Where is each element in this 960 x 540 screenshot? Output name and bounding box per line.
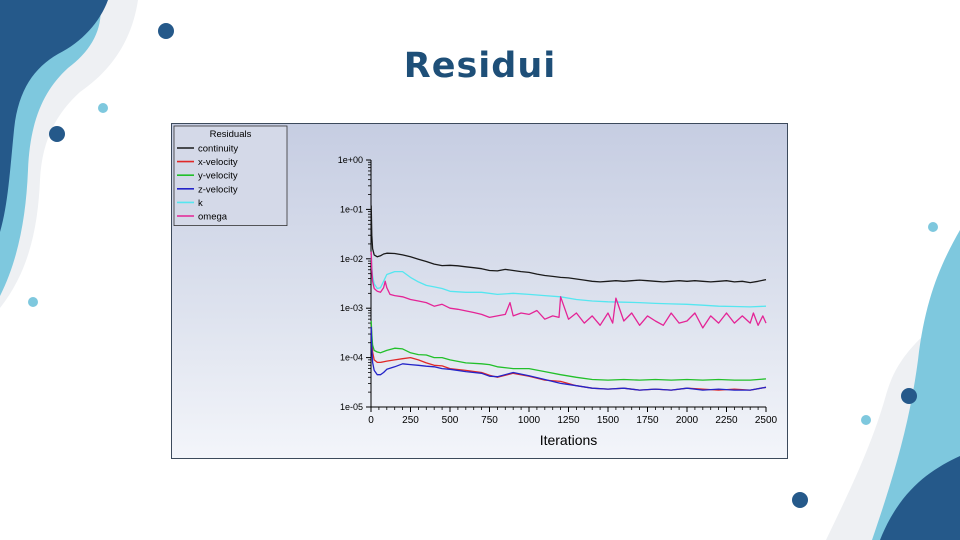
- series-line-z-velocity: [370, 326, 767, 391]
- y-tick-label: 1e-05: [340, 402, 363, 412]
- dot-navy-top: [158, 23, 174, 39]
- y-tick-label: 1e-01: [340, 204, 363, 214]
- dot-light-right-top: [928, 222, 938, 232]
- dot-light-right: [861, 415, 871, 425]
- dot-navy-right: [901, 388, 917, 404]
- x-tick-label: 0: [368, 415, 374, 426]
- dot-navy-left: [49, 126, 65, 142]
- dot-light-top: [98, 103, 108, 113]
- series-line-k: [370, 254, 767, 308]
- slide-title: Residui: [403, 46, 557, 86]
- series-line-continuity: [370, 205, 767, 284]
- legend-label-continuity: continuity: [198, 144, 238, 155]
- series-line-omega: [370, 251, 767, 329]
- x-tick-label: 250: [402, 415, 419, 426]
- legend: Residuals continuity x-velocity y-velocity z…: [173, 125, 288, 226]
- x-tick-label: 1500: [597, 415, 620, 426]
- legend-box: [173, 125, 288, 226]
- right-wave-navy-shape: [880, 456, 960, 540]
- y-tick-label: 1e-04: [340, 353, 363, 363]
- x-tick-label: 500: [442, 415, 459, 426]
- x-tick-label: 2250: [715, 415, 738, 426]
- dot-navy-bottom: [792, 492, 808, 508]
- legend-label-x-velocity: x-velocity: [198, 157, 238, 168]
- residuals-chart: Residuals continuity x-velocity y-velocity z…: [171, 123, 788, 459]
- legend-title: Residuals: [210, 129, 252, 140]
- residuals-plot: Residuals continuity x-velocity y-velocity z…: [173, 125, 778, 448]
- legend-label-y-velocity: y-velocity: [198, 171, 238, 182]
- y-tick-label: 1e-03: [340, 303, 363, 313]
- right-wave-cyan-shape: [872, 230, 960, 540]
- plot-axes: 1e-05 1e-04 1e-03 1e-02 1e-01 1e+00 0 250 500 750…: [338, 155, 778, 448]
- plot-series: [370, 205, 767, 391]
- y-tick-label: 1e-02: [340, 254, 363, 264]
- y-tick-label: 1e+00: [338, 155, 363, 165]
- legend-label-z-velocity: z-velocity: [198, 184, 238, 195]
- left-wave-navy-shape: [0, 0, 108, 232]
- x-tick-label: 750: [481, 415, 498, 426]
- x-tick-label: 2000: [676, 415, 699, 426]
- series-line-y-velocity: [370, 320, 767, 381]
- dot-light-left: [28, 297, 38, 307]
- x-tick-label: 2500: [755, 415, 778, 426]
- legend-label-omega: omega: [198, 212, 228, 223]
- legend-label-k: k: [198, 198, 203, 209]
- x-axis-label: Iterations: [540, 432, 598, 448]
- x-tick-label: 1750: [636, 415, 659, 426]
- x-tick-label: 1000: [518, 415, 541, 426]
- x-tick-label: 1250: [557, 415, 580, 426]
